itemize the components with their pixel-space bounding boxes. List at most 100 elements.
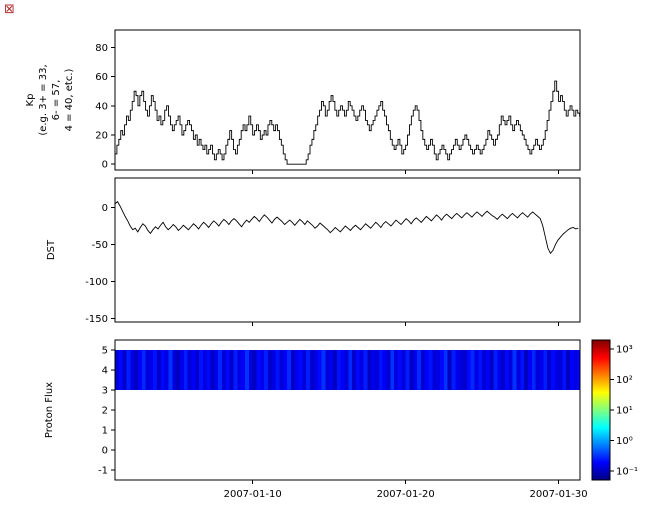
flux-column xyxy=(401,350,407,390)
flux-column xyxy=(547,350,552,390)
flux-column xyxy=(130,350,135,390)
flux-column xyxy=(294,350,299,390)
colorbar-tick-label: 10⁻¹ xyxy=(616,466,638,477)
dst-ytick-label: -100 xyxy=(85,277,108,288)
flux-column xyxy=(313,350,319,390)
kp-axis-label-line: 4 = 40, etc.) xyxy=(64,68,75,132)
flux-column xyxy=(229,350,234,390)
flux-column xyxy=(340,350,345,390)
kp-axis-label-line: (e.g. 3+ = 33, xyxy=(38,64,49,136)
proton_flux-ytick-label: 3 xyxy=(102,386,108,397)
flux-column xyxy=(428,350,433,390)
flux-column xyxy=(302,350,307,390)
flux-column xyxy=(279,350,284,390)
flux-column xyxy=(470,350,475,390)
flux-column xyxy=(275,350,280,390)
kp-panel: 0 20 40 60 80 xyxy=(95,29,581,174)
flux-column xyxy=(394,350,399,390)
flux-column xyxy=(126,350,131,390)
flux-column xyxy=(134,350,139,390)
flux-column xyxy=(137,350,143,390)
kp-axis-label-line: Kp xyxy=(25,93,36,107)
dst-axis-label: DST xyxy=(46,239,57,261)
proton_flux-ytick-label: 1 xyxy=(102,426,108,437)
flux-column xyxy=(508,350,514,390)
flux-column xyxy=(535,350,540,390)
flux-column xyxy=(310,350,315,390)
flux-column xyxy=(466,350,472,390)
flux-column xyxy=(489,350,494,390)
flux-column xyxy=(390,350,395,390)
flux-column xyxy=(298,350,303,390)
proton-flux-axis-label: Proton Flux xyxy=(44,381,55,439)
colorbar-tick-label: 10¹ xyxy=(616,406,633,417)
flux-column xyxy=(252,350,257,390)
flux-column xyxy=(187,350,192,390)
flux-column xyxy=(485,350,491,390)
flux-column xyxy=(210,350,215,390)
kp-ytick-label: 0 xyxy=(102,160,108,171)
flux-column xyxy=(570,350,575,390)
colorbar xyxy=(592,340,610,480)
dst-ytick-label: 0 xyxy=(102,203,108,214)
flux-column xyxy=(160,350,166,390)
flux-column xyxy=(474,350,479,390)
flux-column xyxy=(153,350,158,390)
flux-column xyxy=(562,350,567,390)
flux-column xyxy=(355,350,361,390)
flux-column xyxy=(248,350,254,390)
flux-column xyxy=(420,350,426,390)
flux-column xyxy=(115,350,120,390)
flux-column xyxy=(543,350,548,390)
flux-column xyxy=(202,350,208,390)
flux-column xyxy=(520,350,525,390)
flux-column xyxy=(516,350,521,390)
colorbar-tick-label: 10³ xyxy=(616,345,633,356)
flux-column xyxy=(512,350,517,390)
flux-column xyxy=(317,350,322,390)
flux-column xyxy=(256,350,261,390)
flux-column xyxy=(183,350,189,390)
flux-column xyxy=(440,350,445,390)
flux-column xyxy=(172,350,177,390)
flux-column xyxy=(329,350,334,390)
flux-column xyxy=(260,350,265,390)
flux-column xyxy=(413,350,418,390)
flux-column xyxy=(222,350,227,390)
flux-column xyxy=(218,350,223,390)
flux-column xyxy=(397,350,403,390)
flux-column xyxy=(359,350,364,390)
flux-column xyxy=(271,350,277,390)
flux-column xyxy=(462,350,468,390)
flux-column xyxy=(436,350,441,390)
flux-column xyxy=(245,350,250,390)
flux-column xyxy=(459,350,464,390)
flux-column xyxy=(443,350,449,390)
proton_flux-ytick-label: 4 xyxy=(102,366,108,377)
proton_flux-panel: -1 0 1 2 3 4 5 xyxy=(98,339,581,484)
flux-column xyxy=(237,350,242,390)
flux-column xyxy=(367,350,372,390)
flux-column xyxy=(363,350,368,390)
flux-column xyxy=(214,350,219,390)
flux-column xyxy=(375,350,380,390)
flux-column xyxy=(348,350,353,390)
flux-column xyxy=(287,350,292,390)
proton_flux-ytick-label: 0 xyxy=(102,446,108,457)
flux-column xyxy=(524,350,529,390)
flux-column xyxy=(290,350,296,390)
flux-column xyxy=(497,350,502,390)
dst-ytick-label: -50 xyxy=(92,240,108,251)
flux-column xyxy=(558,350,563,390)
broken-image-icon: ⊠ xyxy=(4,2,15,17)
proton_flux-ytick-label: 2 xyxy=(102,406,108,417)
flux-column xyxy=(283,350,288,390)
flux-column xyxy=(482,350,487,390)
flux-column xyxy=(157,350,162,390)
flux-column xyxy=(306,350,311,390)
proton_flux-ytick-label: 5 xyxy=(102,346,108,357)
flux-column xyxy=(505,350,510,390)
x-tick-label: 2007-01-20 xyxy=(377,489,435,500)
